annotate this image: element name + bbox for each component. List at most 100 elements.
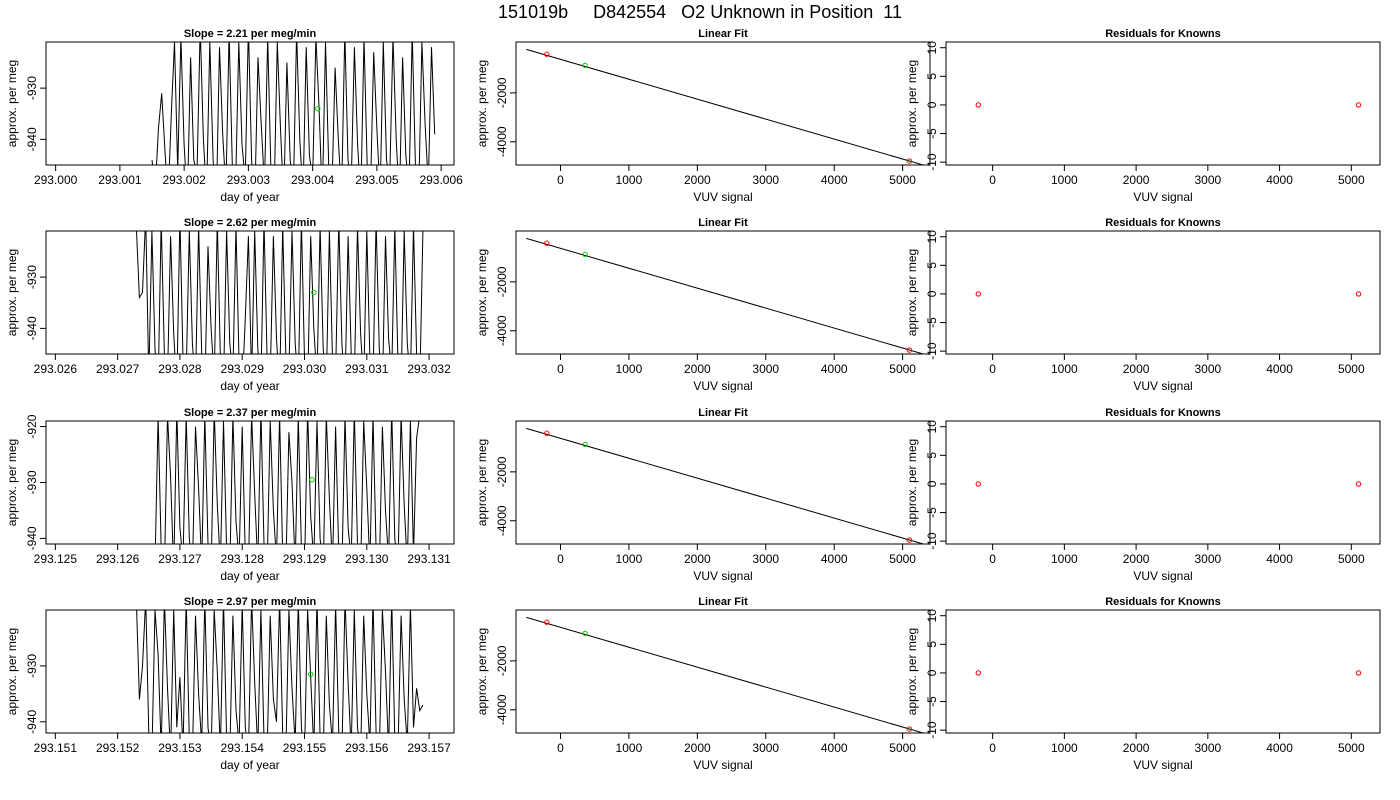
x-tick-label: 5000 [889, 173, 916, 187]
y-tick-label: -10 [925, 153, 939, 171]
y-tick-label: -940 [25, 316, 39, 340]
unknown-point [309, 477, 315, 483]
y-axis-label: approx. per meg [475, 439, 489, 526]
panel-1-2: Linear Fit 0 1000 2000 3000 4000 5000 VUV signa… [475, 28, 931, 204]
plot-area [526, 48, 924, 165]
x-tick-label: 293.125 [34, 552, 78, 566]
plot-frame [945, 609, 1381, 734]
y-tick-label: -930 [25, 265, 39, 289]
x-tick-label: 293.004 [291, 173, 335, 187]
x-tick-label: 1000 [616, 173, 643, 187]
panel-title: Slope = 2.21 per meg/min [184, 28, 317, 40]
unknown-point [311, 289, 317, 296]
plot-area [975, 481, 1362, 487]
plot-frame [515, 41, 931, 166]
plot-frame [945, 230, 1381, 355]
y-tick-label: -4000 [495, 126, 509, 157]
x-tick-label: 0 [557, 741, 564, 755]
known-point [975, 291, 981, 297]
y-tick-label: -4000 [495, 315, 509, 346]
x-tick-label: 3000 [752, 362, 779, 376]
x-tick-label: 293.151 [34, 741, 78, 755]
series-line [136, 231, 424, 354]
x-tick-label: 4000 [1266, 552, 1293, 566]
x-tick-label: 293.029 [221, 362, 265, 376]
plot-area [526, 616, 924, 733]
x-tick-label: 2000 [684, 552, 711, 566]
plot-frame [45, 420, 455, 545]
known-point [975, 102, 981, 108]
y-tick-label: -10 [925, 532, 939, 550]
y-tick-label: -920 [25, 414, 39, 438]
y-tick-label: -4000 [495, 694, 509, 725]
y-axis-label: approx. per meg [5, 60, 19, 147]
y-tick-label: -940 [25, 127, 39, 151]
y-tick-label: 5 [925, 262, 939, 269]
x-tick-label: 293.130 [345, 552, 389, 566]
unknown-point [582, 251, 588, 258]
x-tick-label: 293.031 [345, 362, 389, 376]
x-tick-label: 293.153 [158, 741, 202, 755]
x-tick-label: 3000 [752, 173, 779, 187]
x-tick-label: 293.026 [34, 362, 78, 376]
plot-frame [945, 420, 1381, 545]
x-tick-label: 0 [989, 362, 996, 376]
x-tick-label: 3000 [1194, 173, 1221, 187]
x-tick-label: 2000 [684, 173, 711, 187]
y-axis: -940 -930 [25, 265, 46, 340]
x-axis-label: VUV signal [1133, 758, 1192, 772]
x-tick-label: 4000 [821, 741, 848, 755]
panel-4-2: Linear Fit 0 1000 2000 3000 4000 5000 VUV signa… [475, 596, 931, 772]
x-tick-label: 293.027 [96, 362, 140, 376]
x-axis-label: VUV signal [693, 190, 752, 204]
x-tick-label: 5000 [1338, 552, 1365, 566]
known-point [1355, 481, 1362, 487]
y-tick-label: 5 [925, 641, 939, 648]
x-tick-label: 4000 [821, 552, 848, 566]
x-tick-label: 0 [989, 552, 996, 566]
panel-title: Slope = 2.37 per meg/min [184, 407, 317, 419]
y-tick-label: -10 [925, 342, 939, 360]
known-point [544, 51, 550, 57]
plot-area [975, 291, 1362, 297]
x-tick-label: 293.001 [98, 173, 142, 187]
known-point [1355, 670, 1362, 676]
y-tick-label: -5 [925, 696, 939, 707]
x-axis-label: VUV signal [693, 379, 752, 393]
y-axis: -940 -930 -920 [25, 414, 46, 550]
x-axis: 0 1000 2000 3000 4000 5000 [557, 165, 916, 187]
fit-line [526, 427, 924, 544]
x-tick-label: 1000 [1051, 362, 1078, 376]
x-axis-label: day of year [220, 758, 279, 772]
y-tick-label: -5 [925, 128, 939, 139]
y-axis: -10 -5 0 5 10 [925, 230, 946, 360]
x-tick-label: 0 [557, 173, 564, 187]
known-point [906, 726, 913, 732]
panel-2-2: Linear Fit 0 1000 2000 3000 4000 5000 VUV signa… [475, 217, 931, 393]
y-tick-label: 0 [925, 480, 939, 487]
x-tick-label: 293.030 [283, 362, 327, 376]
figure-title: 151019b D842554 O2 Unknown in Position 1… [498, 2, 902, 22]
unknown-point [315, 105, 321, 112]
y-tick-label: -4000 [495, 505, 509, 536]
panel-title: Residuals for Knowns [1105, 28, 1221, 40]
panel-title: Linear Fit [698, 217, 748, 229]
panel-title: Slope = 2.97 per meg/min [184, 596, 317, 608]
y-axis-label: approx. per meg [905, 249, 919, 336]
y-tick-label: -2000 [495, 77, 509, 108]
x-tick-label: 1000 [1051, 741, 1078, 755]
panel-title: Linear Fit [698, 28, 748, 40]
x-axis: 0 1000 2000 3000 4000 5000 [557, 733, 916, 755]
known-point [1355, 291, 1362, 297]
x-tick-label: 3000 [752, 741, 779, 755]
y-axis: -10 -5 0 5 10 [925, 420, 946, 550]
x-tick-label: 293.129 [283, 552, 327, 566]
plot-area [154, 421, 420, 544]
plot-area [136, 231, 424, 354]
y-tick-label: 5 [925, 452, 939, 459]
y-axis-label: approx. per meg [905, 439, 919, 526]
plot-area [975, 102, 1362, 108]
x-tick-label: 1000 [1051, 552, 1078, 566]
x-tick-label: 293.127 [158, 552, 202, 566]
